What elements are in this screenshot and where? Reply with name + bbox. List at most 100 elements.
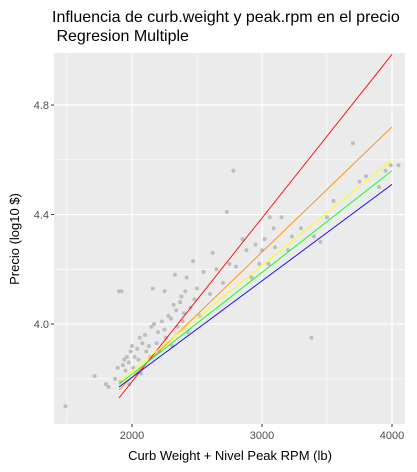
scatter-point: [106, 385, 111, 390]
scatter-point: [122, 357, 127, 362]
chart-subtitle: Regresion Multiple: [52, 28, 189, 45]
plot-panel: [54, 53, 405, 424]
scatter-point: [159, 319, 164, 324]
scatter-point: [289, 234, 294, 239]
scatter-point: [253, 242, 258, 247]
scatter-point: [143, 333, 147, 338]
series-line: [118, 159, 393, 382]
scatter-point: [172, 272, 177, 277]
scatter-point: [364, 174, 368, 179]
scatter-point: [132, 354, 137, 359]
scatter-point: [267, 215, 272, 220]
scatter-point: [140, 341, 145, 346]
scatter-point: [331, 198, 336, 203]
scatter-point: [182, 311, 186, 316]
scatter-point: [136, 357, 141, 362]
scatter-point: [92, 374, 97, 379]
scatter-point: [325, 215, 329, 220]
scatter-point: [318, 239, 323, 244]
scatter-point: [146, 343, 151, 348]
scatter-point: [180, 319, 185, 324]
y-tick-label: 4.8: [34, 100, 49, 112]
scatter-point: [119, 289, 124, 294]
scatter-point: [156, 330, 160, 335]
y-axis-label: Precio (log10 $): [7, 193, 22, 285]
regression-lines: [118, 54, 393, 399]
scatter-point: [120, 363, 125, 368]
scatter-point: [126, 360, 131, 365]
scatter-point: [214, 267, 219, 272]
x-axis-ticks: 2000 3000 4000: [120, 424, 404, 442]
scatter-point: [149, 324, 154, 329]
scatter-point: [227, 261, 232, 266]
scatter-point: [128, 349, 133, 354]
scatter-point: [178, 300, 183, 305]
scatter-point: [174, 308, 179, 313]
chart-title: Influencia de curb.weight y peak.rpm en …: [52, 9, 400, 26]
scatter-point: [240, 237, 245, 242]
scatter-point: [152, 322, 157, 327]
scatter-point: [154, 341, 159, 346]
scatter-point: [357, 179, 362, 184]
scatter-point: [135, 346, 140, 351]
scatter-point: [244, 248, 249, 253]
scatter-point: [169, 316, 173, 321]
scatter-point: [63, 404, 68, 409]
scatter-point: [123, 368, 128, 373]
scatter-point: [139, 371, 144, 376]
scatter-point: [162, 327, 167, 332]
y-tick-label: 4.4: [34, 210, 49, 222]
scatter-point: [210, 250, 215, 255]
series-line: [118, 184, 393, 388]
scatter-point: [183, 289, 188, 294]
scatter-point: [195, 286, 199, 291]
scatter-point: [150, 286, 155, 291]
x-tick-label: 2000: [120, 430, 144, 442]
scatter-point: [279, 215, 284, 220]
scatter-point: [104, 382, 108, 387]
scatter-point: [163, 335, 168, 340]
scatter-point: [266, 261, 271, 266]
scatter-point: [221, 280, 225, 285]
series-line: [118, 54, 393, 399]
scatter-point: [231, 168, 236, 173]
scatter-point: [201, 270, 206, 275]
grid-lines: [54, 53, 405, 424]
scatter-point: [144, 349, 149, 354]
scatter-point: [234, 264, 238, 269]
scatter-point: [137, 335, 142, 340]
scatter-points: [63, 141, 401, 409]
scatter-point: [388, 163, 393, 168]
scatter-point: [184, 275, 189, 280]
y-tick-label: 4.0: [34, 319, 49, 331]
scatter-point: [124, 354, 129, 359]
series-line: [118, 170, 393, 385]
x-tick-label: 3000: [250, 430, 274, 442]
scatter-point: [377, 185, 381, 190]
scatter-point: [179, 294, 184, 299]
scatter-point: [383, 168, 388, 173]
scatter-point: [171, 302, 176, 307]
scatter-point: [162, 289, 167, 294]
series-line: [118, 126, 393, 391]
scatter-point: [312, 234, 316, 239]
scatter-point: [257, 261, 262, 266]
scatter-point: [271, 226, 276, 231]
scatter-point: [262, 237, 267, 242]
scatter-point: [113, 376, 118, 381]
scatter-point: [299, 226, 303, 231]
x-axis-label: Curb Weight + Nivel Peak RPM (lb): [128, 448, 332, 463]
scatter-point: [130, 343, 134, 348]
scatter-point: [309, 335, 314, 340]
scatter-point: [115, 365, 120, 370]
scatter-point: [249, 275, 254, 280]
scatter-point: [166, 313, 171, 318]
scatter-point: [396, 163, 401, 168]
scatter-point: [192, 297, 197, 302]
scatter-point: [191, 259, 196, 264]
scatter-point: [273, 245, 277, 250]
scatter-point: [224, 209, 229, 214]
scatter-point: [208, 291, 212, 296]
panel-background: [54, 53, 405, 424]
